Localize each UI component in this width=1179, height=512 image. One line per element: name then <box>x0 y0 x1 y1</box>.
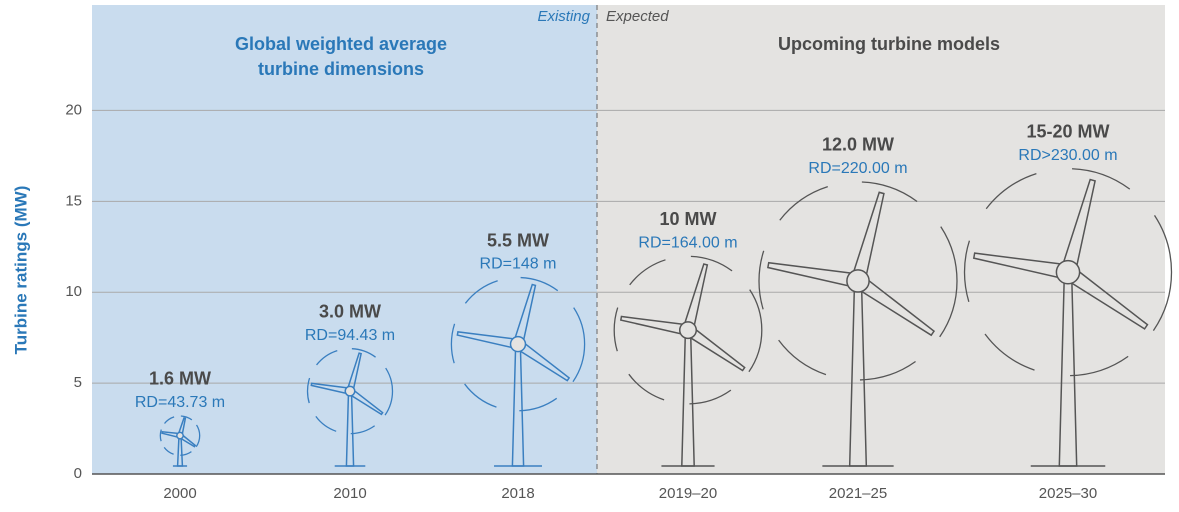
rd-label: RD=220.00 m <box>808 160 907 177</box>
rotor-sweep <box>613 255 763 405</box>
rd-label: RD=94.43 m <box>305 327 395 344</box>
existing-region <box>92 5 597 474</box>
rating-label: 3.0 MW <box>319 301 381 321</box>
existing-label: Existing <box>537 8 590 25</box>
hub <box>176 431 184 440</box>
y-axis-label: Turbine ratings (MW) <box>11 186 30 355</box>
rd-label: RD=43.73 m <box>135 394 225 411</box>
expected-title: Upcoming turbine models <box>778 34 1000 54</box>
y-tick-label: 10 <box>65 283 82 300</box>
turbine <box>159 415 201 467</box>
hub <box>846 269 870 293</box>
rotor-sweep <box>450 276 586 412</box>
rd-label: RD>230.00 m <box>1018 147 1117 164</box>
hub <box>509 335 527 353</box>
turbine <box>306 347 394 467</box>
turbine <box>613 255 763 467</box>
existing-title: Global weighted average <box>235 34 447 54</box>
hub <box>678 321 698 340</box>
existing-title: turbine dimensions <box>258 59 424 79</box>
rotor-sweep <box>963 168 1173 377</box>
hub <box>344 385 356 397</box>
rating-label: 12.0 MW <box>822 135 894 155</box>
rd-label: RD=164.00 m <box>638 235 737 252</box>
y-tick-label: 20 <box>65 101 82 118</box>
turbine <box>758 181 958 467</box>
hub <box>1055 259 1081 285</box>
rating-label: 5.5 MW <box>487 230 549 250</box>
rotor-sweep <box>159 415 201 456</box>
rating-label: 15-20 MW <box>1026 121 1109 141</box>
x-tick-label: 2021–25 <box>829 485 887 502</box>
rd-label: RD=148 m <box>480 256 557 273</box>
expected-label: Expected <box>606 8 669 25</box>
x-tick-label: 2025–30 <box>1039 485 1097 502</box>
x-tick-label: 2018 <box>501 485 534 502</box>
turbine <box>450 276 586 467</box>
y-tick-label: 0 <box>74 465 82 482</box>
rotor-sweep <box>306 347 394 435</box>
rating-label: 1.6 MW <box>149 369 211 389</box>
x-tick-label: 2019–20 <box>659 485 717 502</box>
y-tick-label: 5 <box>74 374 82 391</box>
rating-label: 10 MW <box>659 209 716 229</box>
turbine <box>963 168 1173 467</box>
y-tick-label: 15 <box>65 192 82 209</box>
x-tick-label: 2010 <box>333 485 366 502</box>
rotor-sweep <box>758 181 958 381</box>
x-tick-label: 2000 <box>163 485 196 502</box>
